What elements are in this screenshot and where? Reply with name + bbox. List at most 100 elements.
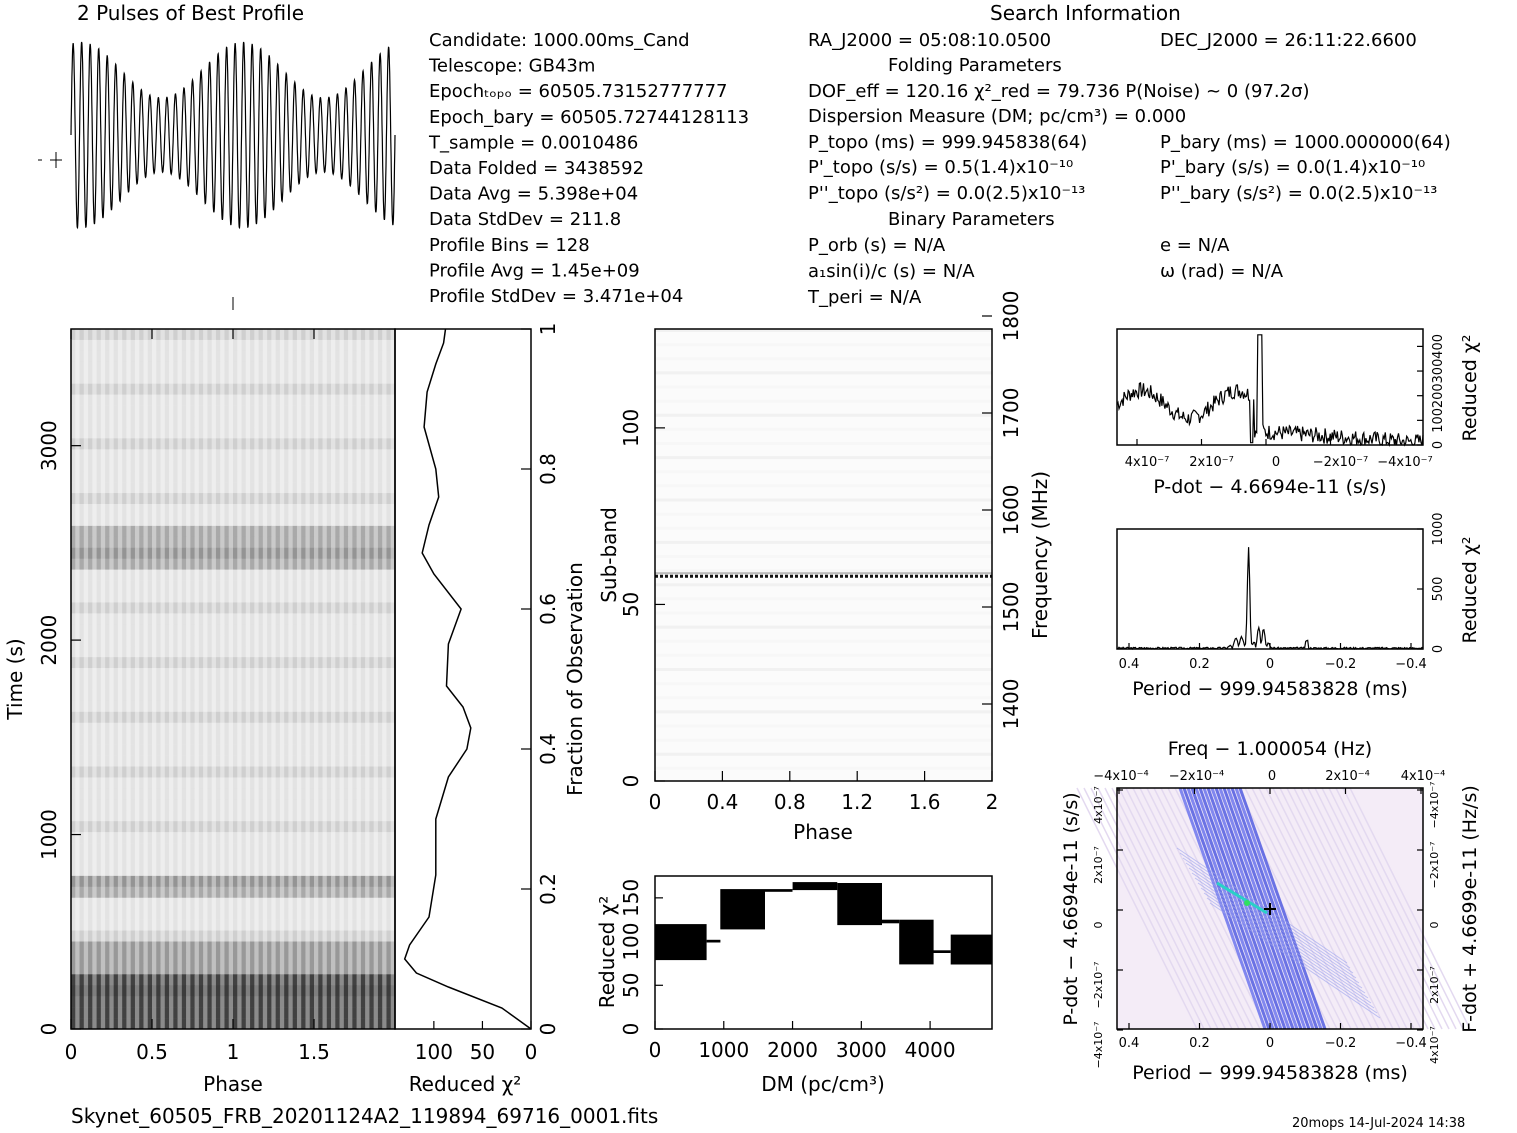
time-phase-cell [203, 372, 208, 384]
time-phase-cell [113, 821, 119, 833]
time-phase-cell [113, 635, 119, 647]
time-phase-cell [92, 1018, 97, 1030]
time-phase-cell [301, 613, 306, 625]
time-phase-cell [117, 482, 123, 494]
time-phase-cell [309, 1007, 315, 1019]
time-phase-cell [224, 711, 230, 724]
time-phase-cell [360, 854, 366, 866]
time-phase-cell [292, 733, 298, 745]
time-phase-cell [365, 985, 370, 997]
time-phase-cell [143, 963, 149, 975]
time-phase-cell [254, 744, 259, 756]
time-phase-cell [105, 635, 110, 647]
time-phase-cell [215, 427, 221, 439]
time-phase-cell [335, 897, 340, 909]
time-phase-cell [356, 963, 362, 975]
time-phase-cell [343, 383, 349, 395]
time-phase-cell [352, 843, 357, 855]
time-phase-cell [122, 405, 127, 417]
time-phase-cell [211, 952, 217, 964]
time-phase-cell [382, 438, 387, 450]
time-phase-cell [267, 591, 272, 603]
time-phase-cell [275, 646, 281, 658]
time-phase-cell [262, 558, 268, 570]
time-phase-cell [126, 1018, 131, 1030]
time-phase-cell [301, 493, 306, 505]
time-phase-cell [360, 700, 366, 713]
time-phase-cell [271, 799, 276, 811]
time-phase-cell [215, 383, 221, 395]
time-phase-cell [360, 536, 366, 549]
info-line-5: Data Folded = 3438592 [429, 158, 644, 179]
time-phase-cell [190, 875, 195, 888]
time-phase-cell [373, 372, 379, 384]
time-phase-cell [92, 679, 97, 691]
time-phase-cell [343, 613, 349, 625]
time-phase-cell [203, 919, 208, 931]
time-phase-cell [117, 919, 123, 931]
time-phase-cell [152, 668, 157, 680]
time-phase-cell [113, 1018, 119, 1030]
time-phase-cell [190, 591, 195, 603]
time-phase-cell [113, 952, 119, 964]
time-phase-cell [250, 329, 255, 341]
time-phase-cell [365, 350, 370, 363]
time-phase-cell [373, 427, 379, 439]
time-phase-cell [147, 668, 153, 680]
time-phase-cell [377, 799, 383, 811]
time-phase-cell [190, 329, 195, 341]
time-phase-cell [348, 777, 353, 789]
time-phase-cell [296, 624, 302, 636]
time-phase-cell [309, 536, 315, 549]
time-phase-cell [220, 635, 225, 647]
time-phase-cell [365, 635, 370, 647]
time-phase-cell [181, 514, 187, 527]
subband-stripe [655, 385, 992, 389]
time-phase-cell [292, 339, 298, 352]
time-phase-cell [173, 733, 178, 745]
time-phase-cell [301, 624, 306, 636]
time-phase-cell [237, 799, 242, 811]
time-phase-cell [386, 777, 392, 789]
time-phase-cell [271, 394, 276, 406]
time-phase-cell [237, 843, 242, 855]
time-phase-cell [258, 471, 264, 483]
time-phase-cell [318, 635, 323, 647]
time-phase-cell [207, 613, 212, 625]
time-phase-cell [113, 591, 119, 603]
time-phase-cell [71, 777, 76, 789]
time-phase-cell [181, 1007, 187, 1019]
time-phase-cell [100, 996, 106, 1008]
time-phase-cell [130, 832, 136, 844]
time-phase-cell [117, 504, 123, 516]
time-phase-cell [314, 930, 319, 942]
time-phase-cell [105, 689, 110, 702]
time-phase-cell [198, 504, 204, 516]
time-phase-cell [186, 974, 191, 986]
time-phase-cell [156, 996, 161, 1008]
time-phase-cell [245, 930, 251, 942]
time-phase-cell [207, 350, 212, 363]
time-phase-cell [262, 580, 268, 592]
time-phase-cell [117, 744, 123, 756]
time-phase-cell [365, 646, 370, 658]
time-phase-cell [198, 755, 204, 767]
time-phase-cell [126, 602, 131, 614]
time-phase-cell [314, 919, 319, 931]
subband-stripe [655, 597, 992, 601]
time-phase-cell [92, 689, 97, 702]
time-phase-cell [301, 536, 306, 549]
time-phase-cell [335, 919, 340, 931]
time-phase-cell [386, 580, 392, 592]
time-phase-cell [352, 668, 357, 680]
time-phase-cell [96, 897, 102, 909]
time-phase-cell [173, 919, 178, 931]
time-phase-cell [365, 974, 370, 986]
time-phase-cell [356, 854, 362, 866]
time-phase-cell [377, 733, 383, 745]
time-phase-cell [143, 580, 149, 592]
time-phase-cell [245, 799, 251, 811]
time-phase-cell [169, 657, 174, 669]
time-phase-cell [365, 668, 370, 680]
time-phase-cell [284, 514, 289, 527]
